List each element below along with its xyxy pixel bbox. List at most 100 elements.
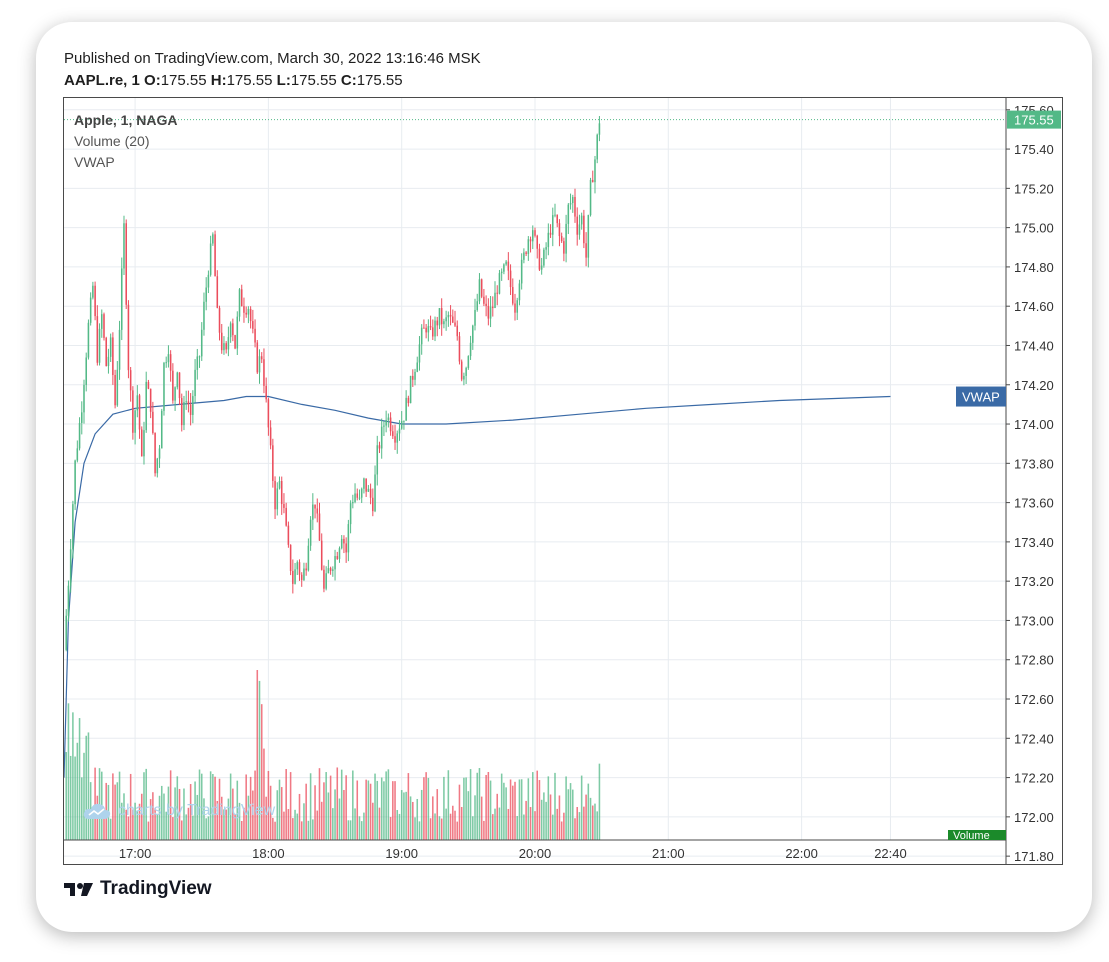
volume-bar — [183, 788, 185, 840]
candle-body — [529, 239, 532, 242]
candle — [163, 361, 165, 416]
candle-body — [154, 432, 156, 474]
candle — [509, 264, 512, 296]
volume-bar — [252, 790, 254, 840]
price-tick-label: 174.20 — [1014, 378, 1054, 393]
candle-body — [274, 480, 276, 510]
candle-body — [376, 445, 379, 475]
candle — [109, 333, 112, 363]
candle-body — [458, 336, 461, 362]
candle-body — [287, 525, 290, 545]
candle — [74, 459, 76, 511]
candle-body — [145, 381, 147, 431]
candle — [334, 549, 336, 581]
volume-bar — [436, 789, 439, 840]
candle — [263, 348, 265, 394]
candle-body — [156, 458, 159, 474]
candle-body — [420, 327, 423, 345]
candle-body — [465, 367, 467, 376]
volume-bar — [414, 817, 416, 840]
candle — [318, 502, 321, 541]
volume-bar — [236, 780, 239, 840]
volume-bar — [403, 792, 405, 840]
candle-body — [212, 234, 214, 244]
volume-bar — [551, 814, 554, 840]
candle — [343, 535, 345, 554]
volume-bar — [338, 798, 341, 840]
volume-bar — [149, 799, 152, 840]
time-tick-label: 22:40 — [874, 846, 907, 861]
candle — [114, 369, 116, 409]
candle-body — [374, 474, 376, 512]
candle — [551, 207, 554, 247]
volume-bar — [467, 791, 470, 840]
candle — [232, 318, 234, 342]
volume-bar — [278, 779, 281, 840]
candle-body — [454, 322, 456, 326]
candle-body — [551, 215, 554, 235]
volume-bar — [565, 776, 567, 840]
price-tick-label: 173.80 — [1014, 456, 1054, 471]
volume-bar — [312, 819, 314, 840]
volume-bar — [589, 797, 592, 840]
volume-bar — [576, 807, 578, 840]
volume-bar — [225, 809, 227, 840]
candle-body — [445, 317, 447, 322]
volume-bar — [332, 808, 334, 840]
candle — [578, 214, 581, 240]
volume-bar — [227, 798, 230, 840]
volume-bar — [232, 788, 234, 840]
candle-body — [449, 314, 452, 317]
candle — [463, 372, 465, 386]
volume-bar — [256, 669, 259, 840]
candle-body — [485, 303, 487, 307]
candle-body — [309, 519, 312, 546]
volume-bar — [358, 816, 361, 840]
candle-body — [558, 223, 561, 237]
candle-body — [498, 273, 501, 294]
volume-bar — [189, 784, 192, 840]
candle — [345, 537, 347, 563]
candle-body — [474, 309, 476, 326]
volume-bar — [447, 770, 450, 840]
candle — [309, 516, 312, 551]
volume-bar — [480, 796, 483, 840]
volume-bar — [525, 800, 527, 840]
volume-bar — [460, 806, 463, 840]
candle — [76, 440, 79, 463]
candle — [591, 170, 594, 183]
candle-body — [518, 283, 521, 301]
candle-body — [278, 481, 281, 489]
candle-body — [298, 562, 301, 575]
candle — [136, 385, 139, 418]
volume-bar — [454, 810, 456, 840]
price-tick-label: 174.40 — [1014, 338, 1054, 353]
candle — [147, 379, 150, 390]
candle — [314, 504, 316, 519]
candle-body — [245, 312, 247, 315]
volume-bar — [500, 773, 503, 840]
high-label: H: — [210, 72, 227, 89]
volume-bar — [274, 821, 276, 840]
volume-bar — [223, 809, 225, 840]
candle — [149, 388, 152, 419]
candle — [194, 359, 196, 403]
candle-body — [512, 287, 514, 304]
price-chart[interactable]: 171.80 172.00 172.20 172.40 172.60 172.80 173.… — [64, 98, 1062, 864]
volume-bar — [563, 812, 565, 840]
candle-body — [205, 287, 207, 302]
candle-body — [538, 248, 541, 270]
candle — [265, 377, 267, 403]
candle — [65, 609, 67, 652]
candle — [192, 390, 194, 424]
volume-bar — [203, 798, 205, 840]
candle-body — [436, 320, 439, 326]
candle-body — [587, 215, 590, 258]
candle-body — [225, 343, 227, 350]
candle — [567, 203, 570, 235]
tradingview-logo-text: TradingView — [100, 878, 212, 899]
volume-bar — [352, 770, 354, 840]
tradingview-logo[interactable]: TradingView — [64, 878, 212, 900]
volume-bar — [518, 779, 521, 840]
volume-bar — [483, 820, 485, 840]
